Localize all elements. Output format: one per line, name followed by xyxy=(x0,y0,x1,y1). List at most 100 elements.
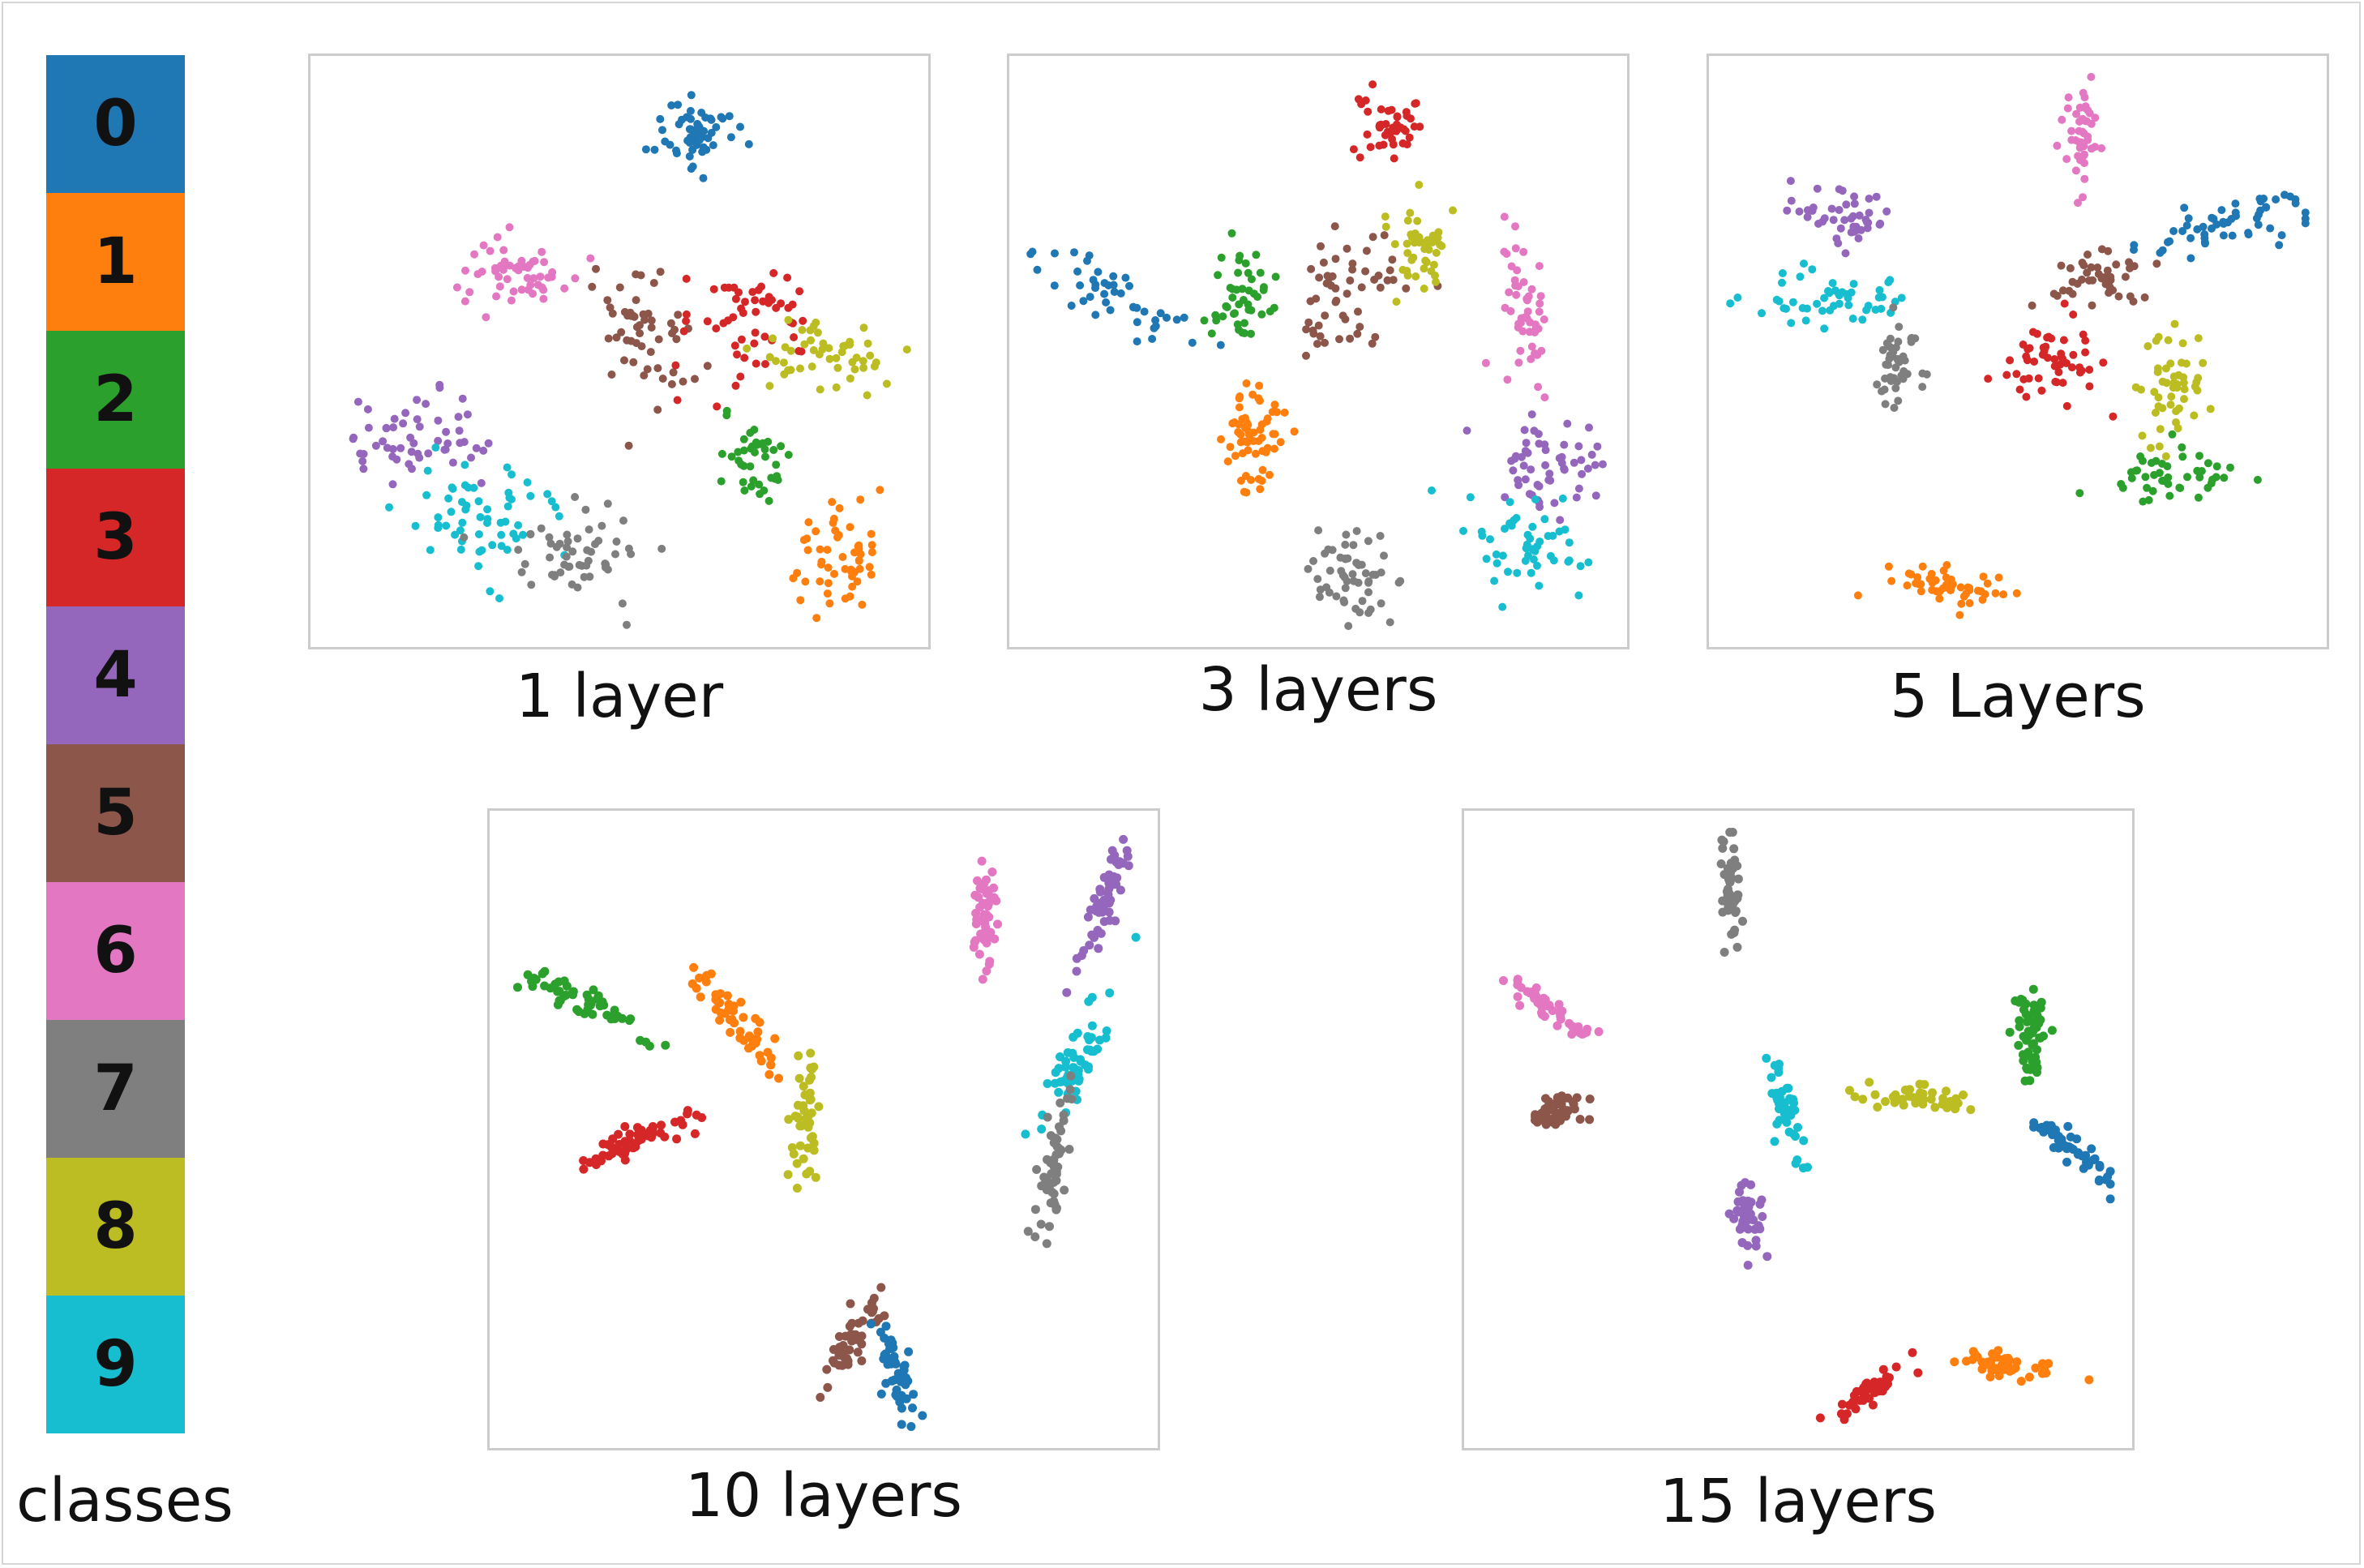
point-class-3 xyxy=(1355,153,1364,162)
point-class-8 xyxy=(793,1100,803,1110)
point-class-8 xyxy=(2206,405,2215,413)
point-class-9 xyxy=(495,594,503,602)
point-class-6 xyxy=(461,266,469,275)
point-class-4 xyxy=(1105,915,1115,925)
point-class-0 xyxy=(1133,318,1141,327)
point-class-1 xyxy=(854,556,863,565)
point-class-1 xyxy=(855,564,864,573)
point-class-8 xyxy=(2178,339,2187,348)
point-class-1 xyxy=(1230,418,1239,426)
point-class-8 xyxy=(2161,452,2170,461)
point-class-0 xyxy=(880,1349,890,1359)
point-class-1 xyxy=(702,970,712,980)
point-class-8 xyxy=(784,315,793,324)
point-class-0 xyxy=(1067,302,1076,310)
point-class-1 xyxy=(853,577,862,586)
point-class-9 xyxy=(1498,551,1507,560)
point-class-4 xyxy=(442,427,451,436)
point-class-3 xyxy=(1415,122,1424,131)
point-class-3 xyxy=(1868,1400,1878,1410)
point-class-1 xyxy=(846,523,854,532)
point-class-6 xyxy=(978,898,987,908)
point-class-1 xyxy=(1913,573,1922,581)
point-class-1 xyxy=(1946,575,1955,584)
point-class-6 xyxy=(503,275,512,284)
point-class-5 xyxy=(615,283,624,292)
point-class-5 xyxy=(646,348,655,357)
point-class-1 xyxy=(816,577,824,586)
point-class-7 xyxy=(1884,361,1892,370)
point-class-2 xyxy=(2168,430,2177,439)
point-class-8 xyxy=(832,353,841,362)
point-class-1 xyxy=(1254,394,1263,403)
point-class-7 xyxy=(1725,877,1735,887)
point-class-5 xyxy=(666,319,675,328)
point-class-6 xyxy=(465,288,474,297)
point-class-0 xyxy=(1125,281,1133,290)
point-class-4 xyxy=(1808,207,1817,215)
point-class-9 xyxy=(523,478,532,486)
point-class-1 xyxy=(1981,590,1989,598)
point-class-4 xyxy=(1110,850,1120,860)
point-class-1 xyxy=(1241,413,1249,422)
point-class-4 xyxy=(1574,442,1583,451)
point-class-4 xyxy=(467,453,475,462)
legend-swatch-2: 2 xyxy=(46,331,185,469)
point-class-6 xyxy=(479,241,488,250)
point-class-9 xyxy=(411,521,420,530)
point-class-5 xyxy=(627,336,636,345)
point-class-7 xyxy=(526,529,535,538)
point-class-1 xyxy=(2012,589,2021,598)
point-class-4 xyxy=(1103,889,1113,899)
point-class-0 xyxy=(2244,229,2253,238)
point-class-2 xyxy=(2025,1076,2035,1086)
point-class-4 xyxy=(388,480,397,489)
point-class-9 xyxy=(496,518,505,527)
point-class-5 xyxy=(640,315,649,324)
point-class-4 xyxy=(1112,873,1122,883)
point-class-9 xyxy=(1796,272,1805,281)
point-class-4 xyxy=(434,416,443,425)
point-class-7 xyxy=(1895,358,1904,366)
point-class-1 xyxy=(763,1047,773,1057)
point-class-5 xyxy=(653,364,662,373)
point-class-0 xyxy=(658,126,666,135)
point-class-8 xyxy=(800,340,809,349)
point-class-4 xyxy=(1587,450,1596,459)
point-class-5 xyxy=(603,296,612,305)
point-class-3 xyxy=(629,1139,639,1149)
point-class-0 xyxy=(888,1339,897,1347)
point-class-6 xyxy=(470,250,479,259)
point-class-2 xyxy=(2178,452,2187,461)
cluster-class-3 xyxy=(579,1106,707,1174)
point-class-5 xyxy=(2083,268,2092,277)
point-class-1 xyxy=(1240,423,1249,432)
point-class-8 xyxy=(1865,1077,1874,1087)
point-class-0 xyxy=(2095,1160,2105,1170)
point-class-8 xyxy=(1420,264,1428,273)
point-class-1 xyxy=(1853,591,1862,600)
point-class-6 xyxy=(2080,159,2088,168)
point-class-6 xyxy=(982,966,991,976)
point-class-7 xyxy=(1723,890,1732,900)
point-class-3 xyxy=(730,341,739,350)
point-class-4 xyxy=(413,415,422,424)
point-class-4 xyxy=(1738,1196,1748,1206)
point-class-1 xyxy=(1269,430,1278,439)
point-class-5 xyxy=(1304,318,1313,327)
point-class-7 xyxy=(567,580,576,589)
point-class-8 xyxy=(1850,1092,1860,1102)
point-class-9 xyxy=(1574,591,1583,600)
point-class-2 xyxy=(584,1000,593,1009)
point-class-7 xyxy=(1066,1071,1076,1081)
point-class-9 xyxy=(1105,988,1115,998)
point-class-9 xyxy=(1778,269,1787,277)
point-class-2 xyxy=(2036,997,2046,1007)
point-class-5 xyxy=(643,365,652,374)
point-class-4 xyxy=(1757,1195,1767,1205)
point-class-0 xyxy=(904,1347,914,1356)
point-class-7 xyxy=(1352,559,1361,568)
point-class-2 xyxy=(1240,329,1249,337)
point-class-0 xyxy=(2054,1132,2063,1142)
point-class-5 xyxy=(2078,275,2086,284)
